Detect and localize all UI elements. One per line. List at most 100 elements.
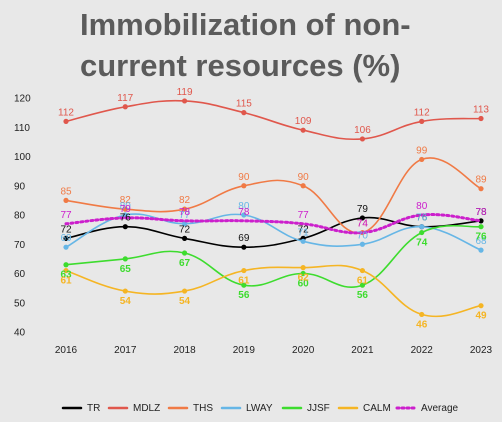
data-label-calm: 61 bbox=[238, 276, 250, 287]
series-line-lway bbox=[65, 213, 482, 251]
data-label-tr: 69 bbox=[238, 233, 250, 244]
y-tick-label: 70 bbox=[14, 240, 26, 251]
data-label-ths: 90 bbox=[238, 172, 250, 183]
y-tick-label: 120 bbox=[14, 94, 31, 105]
legend-label-mdlz: MDLZ bbox=[133, 403, 160, 414]
data-label-lway: 71 bbox=[298, 227, 310, 238]
data-point-tr bbox=[241, 244, 247, 250]
legend-label-ths: THS bbox=[193, 403, 213, 414]
data-label-average: 77 bbox=[298, 210, 310, 221]
data-label-jjsf: 56 bbox=[238, 290, 250, 301]
data-label-ths: 90 bbox=[298, 172, 310, 183]
data-point-ths bbox=[300, 183, 306, 189]
data-point-calm bbox=[63, 267, 69, 274]
x-tick-label: 2020 bbox=[292, 345, 315, 356]
data-point-tr bbox=[122, 224, 128, 230]
data-point-jjsf bbox=[63, 262, 69, 268]
data-point-lway bbox=[359, 241, 366, 247]
legend-label-calm: CALM bbox=[363, 403, 391, 414]
data-point-tr bbox=[63, 235, 69, 241]
data-point-calm bbox=[122, 288, 128, 294]
data-point-calm bbox=[419, 311, 425, 318]
data-label-lway: 69 bbox=[60, 233, 72, 244]
data-label-mdlz: 109 bbox=[295, 116, 312, 127]
data-point-lway bbox=[478, 247, 484, 253]
data-point-jjsf bbox=[122, 256, 128, 262]
series-line-jjsf bbox=[65, 224, 482, 288]
y-tick-label: 80 bbox=[14, 211, 26, 222]
data-point-jjsf bbox=[359, 282, 366, 288]
data-point-tr bbox=[181, 235, 188, 241]
legend-label-lway: LWAY bbox=[246, 403, 273, 414]
data-label-calm: 61 bbox=[357, 276, 369, 287]
y-tick-label: 50 bbox=[14, 298, 26, 309]
data-label-jjsf: 74 bbox=[416, 238, 428, 249]
data-point-ths bbox=[63, 197, 69, 203]
data-point-lway bbox=[181, 221, 188, 227]
data-label-mdlz: 119 bbox=[177, 87, 193, 98]
data-point-mdlz bbox=[478, 115, 484, 122]
legend-label-tr: TR bbox=[87, 403, 100, 414]
data-point-mdlz bbox=[300, 127, 306, 133]
data-point-mdlz bbox=[419, 118, 425, 124]
data-label-jjsf: 56 bbox=[357, 290, 369, 301]
data-label-ths: 99 bbox=[416, 145, 428, 156]
data-label-calm: 54 bbox=[120, 296, 132, 307]
data-point-lway bbox=[419, 224, 425, 230]
x-tick-label: 2023 bbox=[470, 345, 493, 356]
data-label-average: 74 bbox=[357, 219, 369, 230]
data-label-ths: 82 bbox=[179, 195, 191, 206]
data-label-tr: 78 bbox=[475, 207, 487, 218]
data-label-tr: 76 bbox=[416, 213, 428, 224]
chart-title: Immobilization of non-current resources … bbox=[80, 7, 411, 83]
x-tick-label: 2022 bbox=[411, 345, 434, 356]
data-label-average: 78 bbox=[238, 207, 250, 218]
series-line-mdlz bbox=[65, 99, 482, 141]
data-label-ths: 89 bbox=[475, 175, 487, 186]
data-label-calm: 61 bbox=[60, 276, 72, 287]
series-line-ths bbox=[65, 157, 482, 234]
data-point-lway bbox=[300, 238, 306, 244]
data-label-lway: 77 bbox=[179, 210, 191, 221]
data-label-average: 77 bbox=[60, 210, 72, 221]
data-point-ths bbox=[122, 206, 128, 212]
data-label-jjsf: 67 bbox=[179, 258, 191, 269]
data-point-calm bbox=[359, 267, 366, 274]
data-point-lway bbox=[63, 244, 69, 250]
x-tick-label: 2019 bbox=[233, 345, 256, 356]
data-point-ths bbox=[241, 183, 247, 189]
data-label-lway: 68 bbox=[475, 236, 487, 247]
data-point-mdlz bbox=[63, 118, 69, 124]
data-point-calm bbox=[478, 303, 484, 309]
data-label-mdlz: 106 bbox=[354, 125, 371, 136]
data-label-calm: 54 bbox=[179, 296, 191, 307]
y-tick-label: 100 bbox=[14, 152, 31, 163]
data-point-lway bbox=[241, 212, 247, 218]
data-label-tr: 79 bbox=[357, 204, 369, 215]
data-label-tr: 72 bbox=[298, 224, 310, 235]
data-label-ths: 82 bbox=[120, 195, 132, 206]
y-tick-label: 60 bbox=[14, 269, 26, 280]
data-point-calm bbox=[300, 265, 306, 271]
data-label-average: 78 bbox=[475, 207, 487, 218]
data-point-mdlz bbox=[359, 136, 366, 142]
data-label-tr: 76 bbox=[120, 213, 132, 224]
data-point-lway bbox=[122, 212, 128, 218]
series-line-average bbox=[64, 213, 483, 235]
data-label-jjsf: 65 bbox=[120, 264, 132, 275]
data-point-jjsf bbox=[241, 282, 247, 288]
data-label-mdlz: 117 bbox=[117, 93, 133, 104]
x-tick-label: 2017 bbox=[114, 345, 137, 356]
data-point-mdlz bbox=[241, 110, 247, 116]
data-point-jjsf bbox=[300, 270, 306, 277]
x-tick-label: 2016 bbox=[55, 345, 78, 356]
data-label-jjsf: 63 bbox=[60, 270, 72, 281]
data-point-calm bbox=[181, 288, 188, 294]
data-label-mdlz: 112 bbox=[58, 107, 74, 118]
data-label-lway: 76 bbox=[416, 213, 428, 224]
legend-label-average: Average bbox=[421, 403, 459, 414]
x-tick-label: 2021 bbox=[351, 345, 374, 356]
data-label-lway: 80 bbox=[120, 201, 132, 212]
data-point-jjsf bbox=[181, 250, 188, 256]
